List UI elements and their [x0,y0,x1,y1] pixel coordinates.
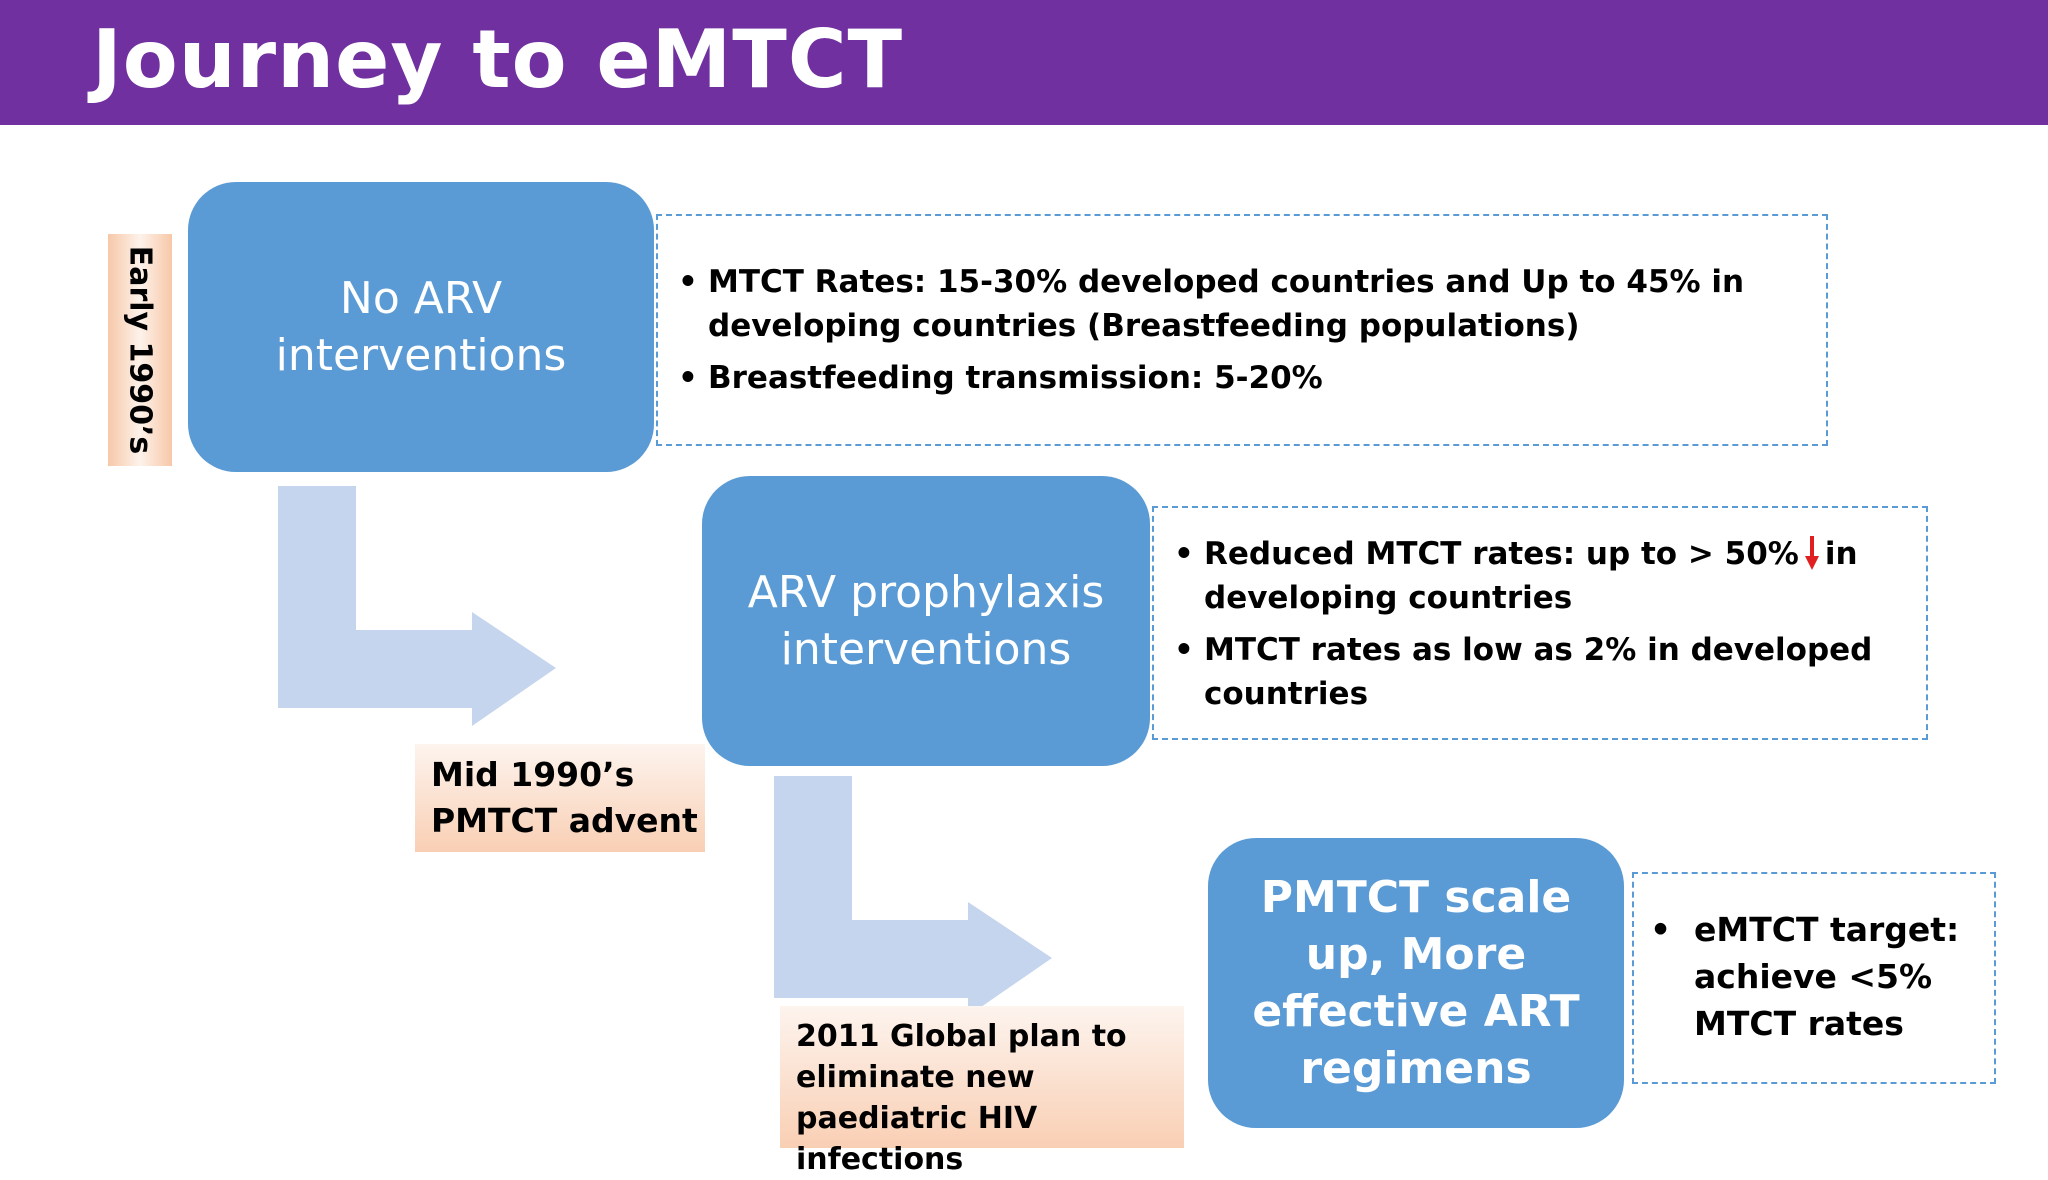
flow-arrows [278,486,1052,1016]
detail-item: MTCT rates as low as 2% in developed cou… [1174,628,1914,716]
detail-text-before: Reduced MTCT rates: up to > 50% [1204,536,1799,572]
stage-box-arv-prophylaxis: ARV prophylaxis interventions [702,476,1150,766]
stage-box-label: ARV prophylaxis interventions [747,567,1105,675]
bent-arrow-1 [278,486,556,726]
period-tag-2011-global-plan: 2011 Global plan to eliminate new paedia… [780,1006,1184,1177]
period-tag-early-1990s: Early 1990’s [108,234,172,466]
details-no-arv: MTCT Rates: 15-30% developed countries a… [656,214,1828,446]
detail-item: eMTCT target: achieve <5% MTCT rates [1650,906,1986,1047]
stage-box-pmtct-scale-up: PMTCT scale up, More effective ART regim… [1208,838,1624,1128]
details-pmtct-scale-up: eMTCT target: achieve <5% MTCT rates [1632,872,1996,1084]
details-arv-prophylaxis: Reduced MTCT rates: up to > 50%in develo… [1152,506,1928,740]
detail-item: Breastfeeding transmission: 5-20% [678,356,1810,400]
bent-arrow-2 [774,776,1052,1016]
red-down-arrow-icon [1804,532,1819,576]
stage-box-label: No ARV interventions [275,273,567,381]
period-tag-mid-1990s: Mid 1990’s PMTCT advent [415,744,705,852]
detail-item: Reduced MTCT rates: up to > 50%in develo… [1174,532,1914,620]
stage-box-label: PMTCT scale up, More effective ART regim… [1252,872,1580,1094]
detail-text-after: in developing countries [1204,536,1858,616]
slide-title: Journey to eMTCT [92,13,904,106]
period-label: Mid 1990’s PMTCT advent [431,755,698,840]
period-label: Early 1990’s [122,245,158,455]
stage-box-no-arv: No ARV interventions [188,182,654,472]
detail-item: MTCT Rates: 15-30% developed countries a… [678,260,1810,348]
header-bar: Journey to eMTCT [0,0,2048,125]
period-label: 2011 Global plan to eliminate new paedia… [796,1019,1127,1177]
